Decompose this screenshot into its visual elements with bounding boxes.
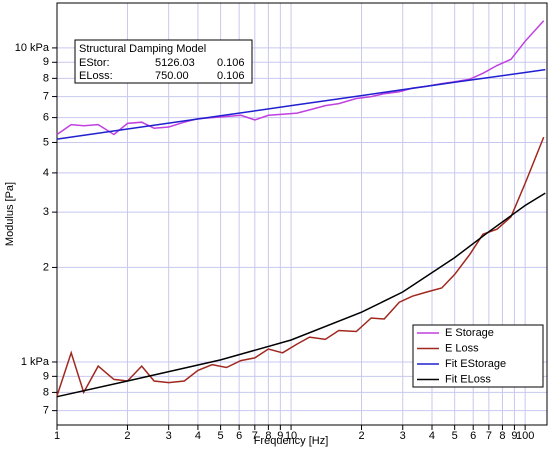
y-tick-label: 10 kPa (15, 42, 50, 54)
x-tick-label: 4 (195, 430, 201, 442)
y-tick-label: 7 (43, 405, 49, 417)
y-tick-label: 4 (43, 167, 49, 179)
y-tick-label: 7 (43, 90, 49, 102)
x-tick-label: 6 (470, 430, 476, 442)
x-tick-label: 1 (54, 430, 60, 442)
x-tick-label: 5 (452, 430, 458, 442)
data-line (56, 68, 546, 140)
x-tick-label: 2 (124, 430, 130, 442)
legend-box (412, 324, 544, 388)
annotation-box (74, 39, 253, 84)
annotation-cell: 5126.03 (155, 57, 195, 69)
x-tick-label: 4 (429, 430, 435, 442)
y-tick-label: 9 (43, 56, 49, 68)
plot-frame (56, 2, 548, 426)
x-tick-label: 8 (499, 430, 505, 442)
legend-label: E Loss (445, 342, 479, 354)
x-tick-label: 7 (486, 430, 492, 442)
legend-label: Fit ELoss (445, 373, 491, 385)
y-tick-label: 1 kPa (21, 356, 50, 368)
x-tick-label: 10 (285, 430, 297, 442)
annotation-cell: 0.106 (217, 70, 245, 82)
x-tick-label: 6 (236, 430, 242, 442)
x-tick-label: 8 (265, 430, 271, 442)
annotation-cell: 750.00 (155, 70, 189, 82)
annotation-cell: EStor: (79, 57, 110, 69)
x-tick-label: 3 (400, 430, 406, 442)
x-tick-label: 3 (166, 430, 172, 442)
x-tick-label: 5 (218, 430, 224, 442)
x-tick-label: 2 (358, 430, 364, 442)
x-tick-label: 7 (252, 430, 258, 442)
annotation-title: Structural Damping Model (79, 43, 206, 55)
annotation-cell: 0.106 (217, 57, 245, 69)
legend-label: Fit EStorage (445, 358, 506, 370)
data-line (56, 192, 546, 398)
x-axis-label: Frequency [Hz] (254, 435, 329, 447)
annotation-cell: ELoss: (79, 70, 113, 82)
x-tick-label: 9 (277, 430, 283, 442)
data-line (56, 136, 545, 397)
y-tick-label: 8 (43, 72, 49, 84)
y-tick-label: 3 (43, 206, 49, 218)
y-tick-label: 5 (43, 136, 49, 148)
y-tick-label: 6 (43, 111, 49, 123)
y-axis-label: Modulus [Pa] (4, 182, 16, 246)
x-tick-label: 100 (516, 430, 534, 442)
y-tick-label: 8 (43, 386, 49, 398)
y-tick-label: 9 (43, 370, 49, 382)
x-tick-label: 9 (511, 430, 517, 442)
y-tick-label: 2 (43, 261, 49, 273)
legend-label: E Storage (445, 327, 494, 339)
